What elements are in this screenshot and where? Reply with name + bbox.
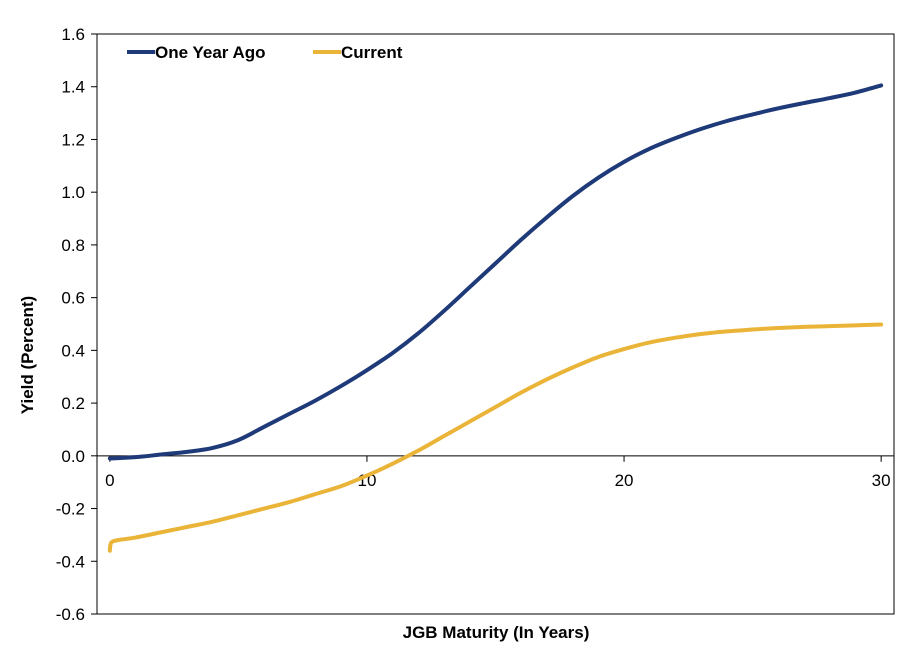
y-tick-label: 1.6 <box>61 25 85 44</box>
y-tick-label: 0.8 <box>61 236 85 255</box>
legend-label: One Year Ago <box>155 43 266 62</box>
x-tick-label: 0 <box>105 471 114 490</box>
x-axis-title: JGB Maturity (In Years) <box>403 623 590 642</box>
y-tick-label: -0.4 <box>56 552 85 571</box>
y-tick-label: 0.6 <box>61 289 85 308</box>
y-tick-label: 1.0 <box>61 183 85 202</box>
y-tick-label: 1.4 <box>61 78 85 97</box>
y-tick-label: 0.4 <box>61 341 85 360</box>
y-tick-label: -0.6 <box>56 605 85 624</box>
legend-label: Current <box>341 43 403 62</box>
y-tick-label: 0.0 <box>61 447 85 466</box>
y-tick-label: -0.2 <box>56 500 85 519</box>
y-tick-label: 0.2 <box>61 394 85 413</box>
series-line-one-year-ago <box>107 83 884 461</box>
series-line-current <box>107 322 884 553</box>
x-tick-label: 30 <box>872 471 891 490</box>
y-tick-label: 1.2 <box>61 130 85 149</box>
plot-area-frame <box>96 33 895 615</box>
y-axis-title: Yield (Percent) <box>18 296 37 414</box>
x-tick-label: 20 <box>615 471 634 490</box>
